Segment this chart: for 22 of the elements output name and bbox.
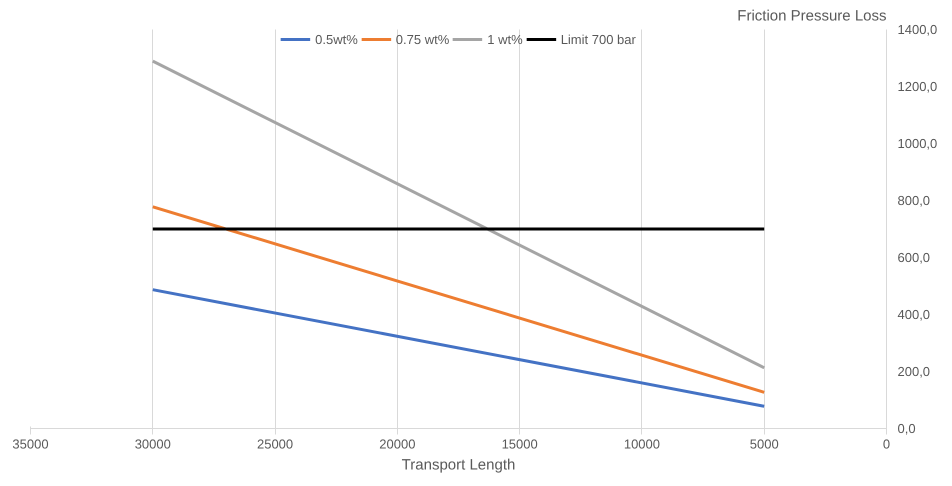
y-tick-label: 200,0 xyxy=(898,364,930,379)
legend-label: 0.75 wt% xyxy=(396,32,450,46)
x-tick-label: 0 xyxy=(882,436,890,452)
x-tick-label: 15000 xyxy=(502,436,538,452)
x-tick-label: 35000 xyxy=(12,436,49,452)
x-tick-label: 30000 xyxy=(134,436,171,452)
y-tick-label: 400,0 xyxy=(898,307,930,322)
legend-label: 0.5wt% xyxy=(315,32,358,46)
x-axis-title: Transport Length xyxy=(402,456,516,474)
y-tick-label: 1200,0 xyxy=(898,79,938,94)
y-axis-title: Friction Pressure Loss xyxy=(737,8,886,24)
y-tick-label: 1400,0 xyxy=(898,22,938,37)
x-tick-label: 10000 xyxy=(624,436,660,452)
y-tick-label: 0,0 xyxy=(898,421,916,436)
y-tick-label: 800,0 xyxy=(898,193,930,208)
x-tick-label: 25000 xyxy=(256,436,294,452)
x-tick-label: 5000 xyxy=(750,436,779,452)
x-tick-label: 20000 xyxy=(379,436,416,452)
y-tick-label: 1000,0 xyxy=(898,136,938,151)
legend-label: 1 wt% xyxy=(487,32,523,46)
y-tick-label: 600,0 xyxy=(898,250,930,265)
legend-label: Limit 700 bar xyxy=(560,32,636,46)
